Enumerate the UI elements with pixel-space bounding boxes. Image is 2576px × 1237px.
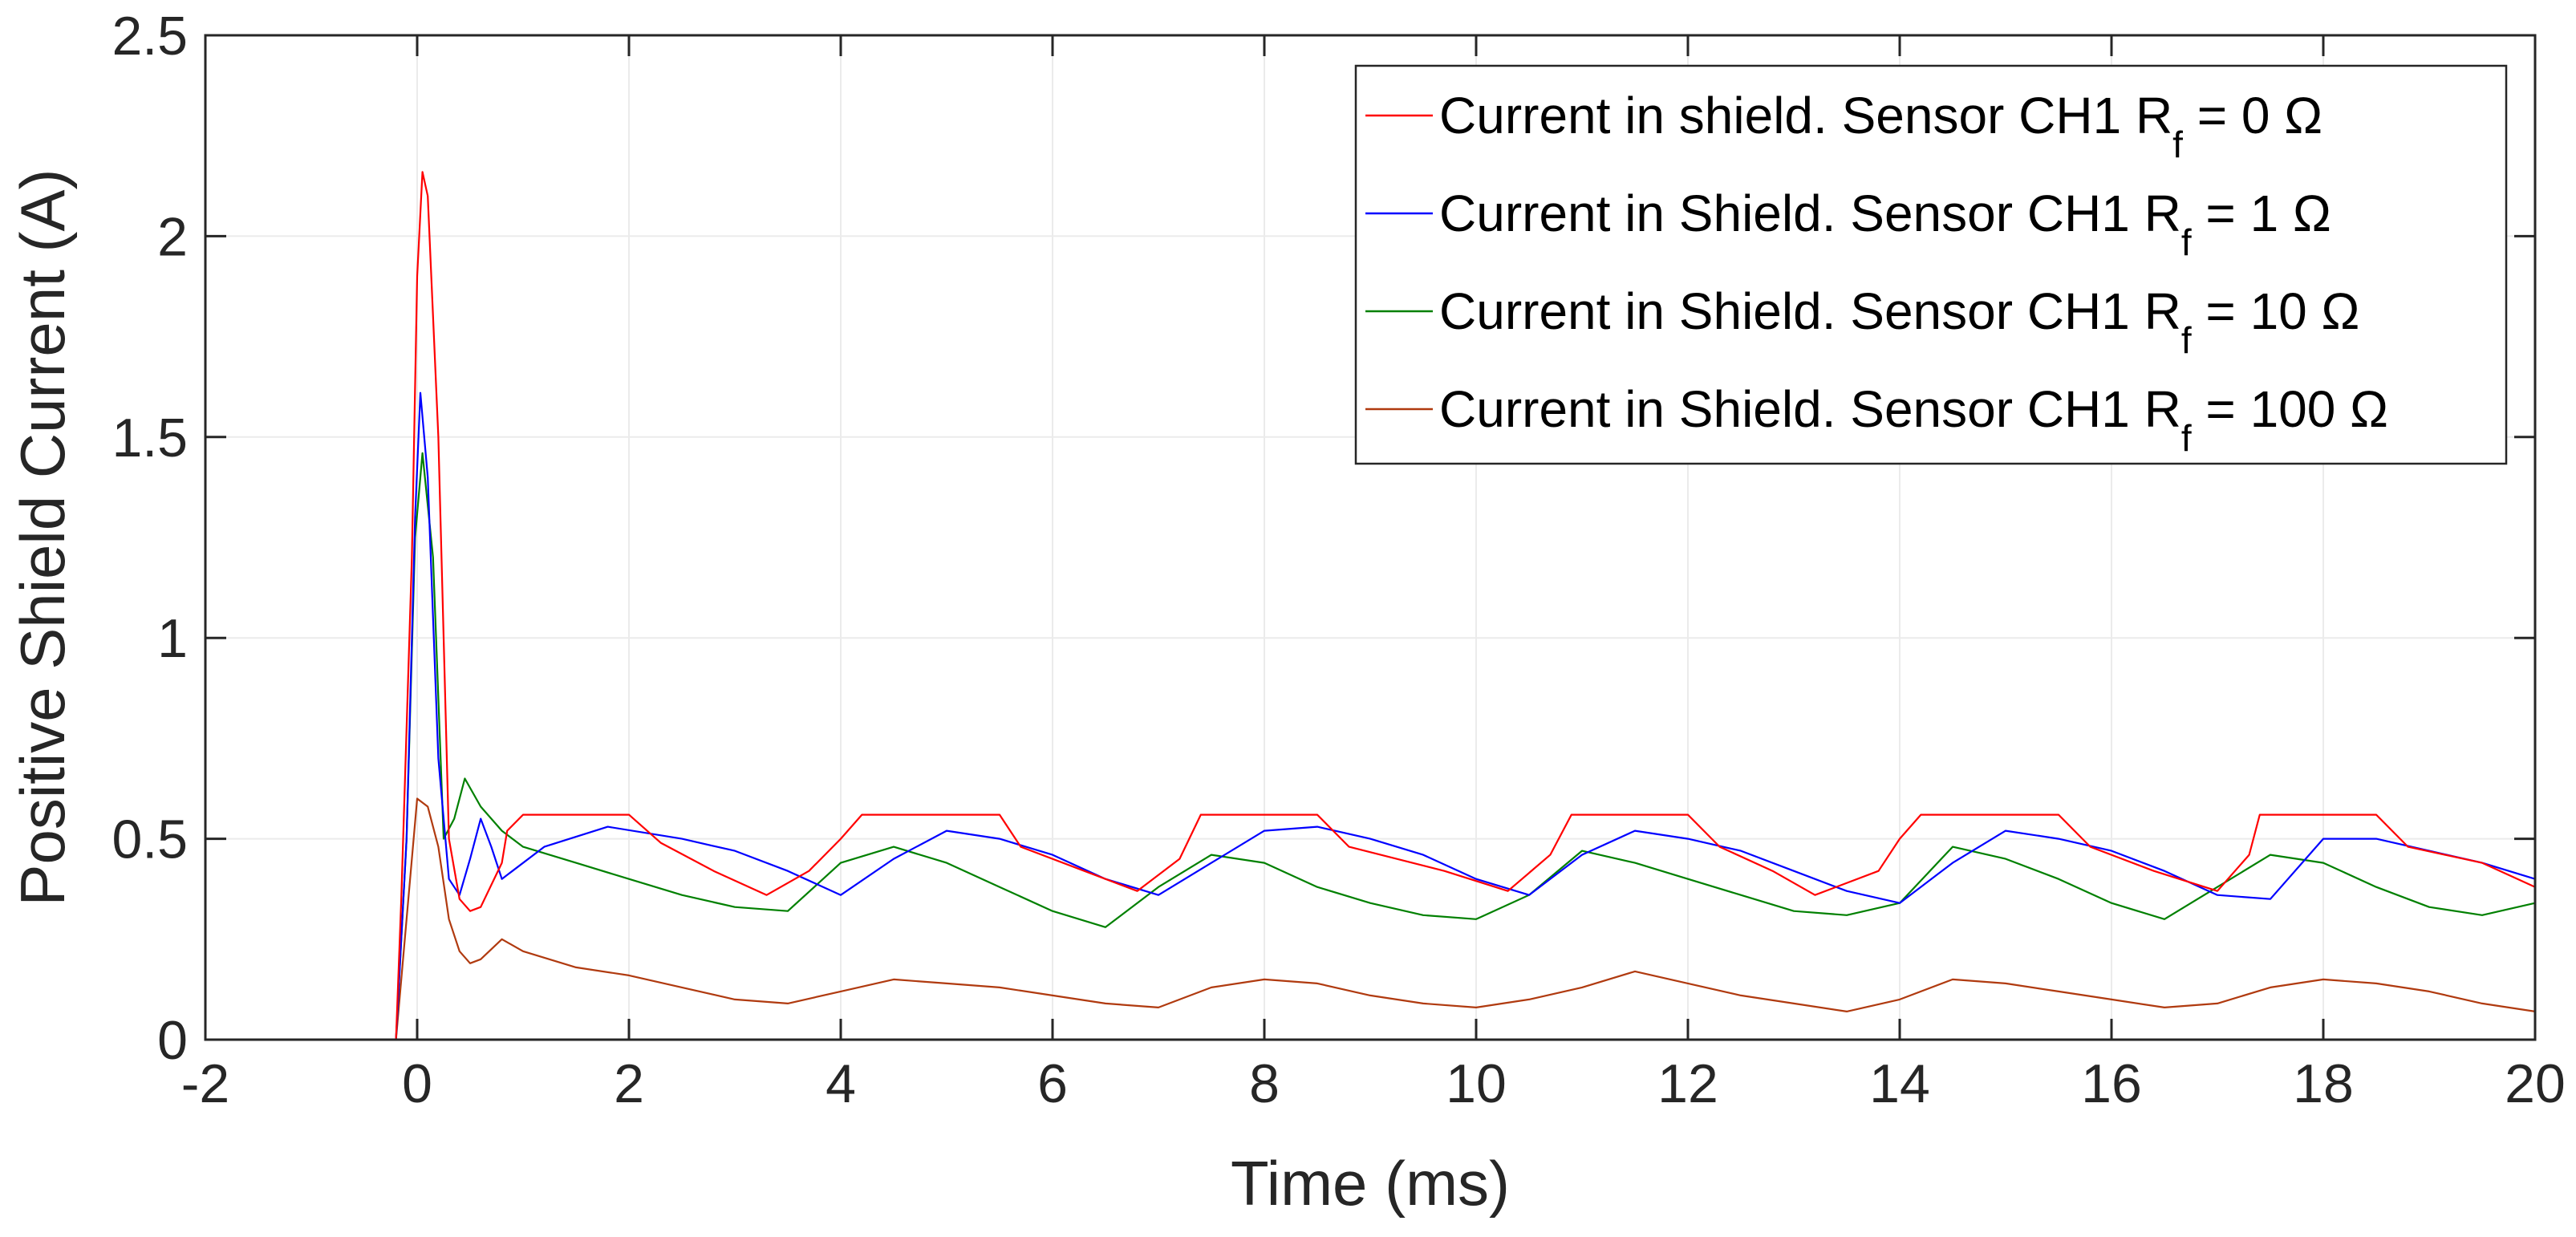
x-tick-label: 12 <box>1657 1053 1718 1114</box>
x-tick-label: 14 <box>1869 1053 1930 1114</box>
y-tick-label: 2 <box>157 206 188 267</box>
x-tick-label: 2 <box>614 1053 644 1114</box>
y-axis-title: Positive Shield Current (A) <box>7 168 78 906</box>
x-tick-label: 4 <box>826 1053 856 1114</box>
x-tick-label: 8 <box>1249 1053 1280 1114</box>
x-tick-label: 0 <box>402 1053 432 1114</box>
series-line-0 <box>205 171 2536 1041</box>
legend-label: Current in Shield. Sensor CH1 Rf = 100 Ω <box>1439 380 2388 459</box>
series-line-2 <box>205 452 2536 1041</box>
x-tick-label: 6 <box>1037 1053 1068 1114</box>
series-line-3 <box>205 797 2536 1041</box>
x-tick-label: 10 <box>1446 1053 1507 1114</box>
x-tick-label: 16 <box>2081 1053 2142 1114</box>
legend-label: Current in shield. Sensor CH1 Rf = 0 Ω <box>1439 87 2322 165</box>
x-tick-label: 20 <box>2505 1053 2566 1114</box>
plot-frame <box>204 34 2537 1041</box>
x-axis-title: Time (ms) <box>1231 1148 1510 1219</box>
y-tick-label: 1.5 <box>112 408 188 468</box>
y-tick-label: 0 <box>157 1010 188 1071</box>
legend: Current in shield. Sensor CH1 Rf = 0 Ω Cu… <box>1354 64 2508 465</box>
y-tick-label: 2.5 <box>112 6 188 67</box>
legend-label: Current in Shield. Sensor CH1 Rf = 1 Ω <box>1439 185 2331 263</box>
y-tick-label: 1 <box>157 608 188 669</box>
legend-label: Current in Shield. Sensor CH1 Rf = 10 Ω <box>1439 282 2359 361</box>
series-group <box>205 171 2536 1041</box>
x-tick-label: -2 <box>181 1053 229 1114</box>
y-tick-label: 0.5 <box>112 809 188 870</box>
series-line-1 <box>205 391 2536 1041</box>
legend-box <box>1354 64 2508 465</box>
ticks <box>204 34 2537 1041</box>
x-tick-label: 18 <box>2293 1053 2354 1114</box>
